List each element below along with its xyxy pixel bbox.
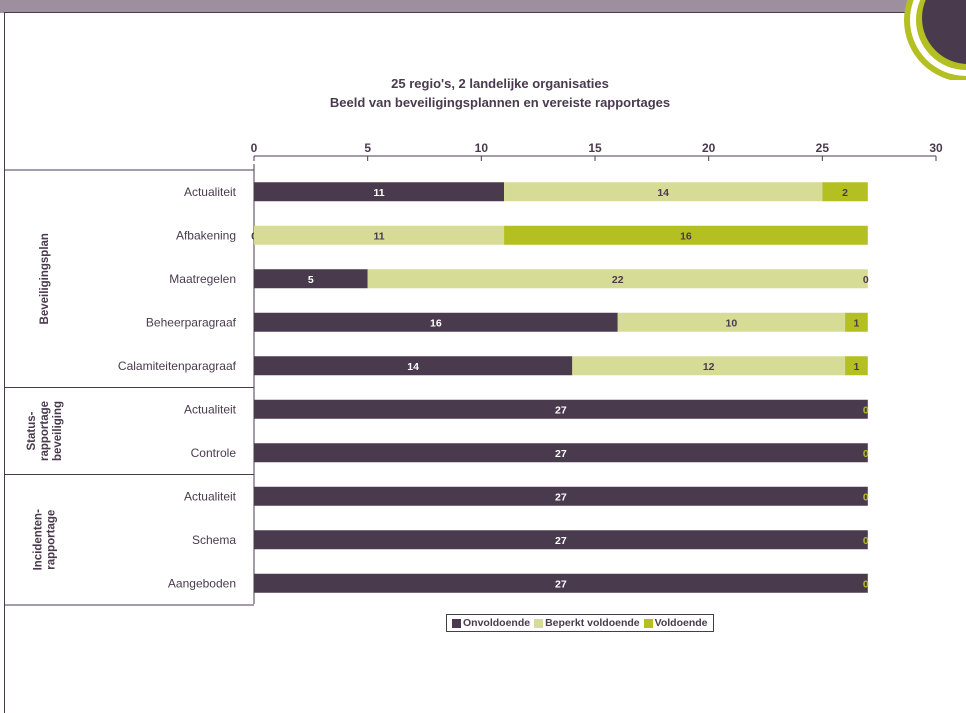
bar-segment-onvoldoende [254,356,573,376]
bar-segment-voldoende [845,356,868,376]
bar-segment-voldoende [822,182,868,202]
bar-segment-onvoldoende [254,443,868,463]
category-label: Beheerparagraaf [146,315,237,329]
x-tick-label: 30 [929,141,943,155]
data-label: 14 [407,361,419,373]
bar-segment-beperkt-voldoende [572,356,846,376]
legend-item-voldoende: Voldoende [643,617,708,629]
corner-logo-decoration [904,0,966,80]
group-label: Status-rapportagebeveiliging [26,401,64,461]
chart-title: 25 regio's, 2 landelijke organisaties [391,76,609,91]
x-tick-label: 20 [702,141,716,155]
x-tick-label: 0 [251,141,258,155]
legend-swatch [452,618,461,628]
bar-segment-onvoldoende [254,399,868,419]
group-label-line: rapportage [46,510,58,570]
x-tick-label: 15 [588,141,602,155]
category-label: Schema [192,533,236,547]
legend-swatch [643,618,653,628]
x-tick-label: 5 [364,141,371,155]
data-label: 0 [863,535,869,547]
data-label: 0 [863,491,869,503]
chart-subtitle: Beeld van beveiligingsplannen en vereist… [329,95,671,110]
bar-segment-onvoldoende [254,269,368,289]
data-label: 14 [657,187,669,199]
data-label: 2 [842,187,848,199]
group-label-line: Incidenten- [33,509,45,571]
data-label: 1 [854,361,860,373]
data-label: 27 [555,535,567,547]
group-label-line: rapportage [39,401,51,461]
category-label: Actualiteit [184,402,237,416]
category-label: Maatregelen [169,272,236,286]
group-label-line: Status- [26,411,38,450]
data-label: 11 [373,230,384,242]
legend-swatch [534,618,544,628]
data-label: 0 [863,448,869,460]
data-label: 11 [373,187,384,199]
bar-segment-voldoende [504,225,868,245]
data-label: 22 [612,274,624,286]
bar-segment-beperkt-voldoende [254,225,505,245]
data-label: 27 [555,491,567,503]
data-label: 0 [863,274,869,286]
bar-segment-beperkt-voldoende [617,312,846,332]
legend-item-onvoldoende: Onvoldoende [452,617,530,629]
bar-segment-onvoldoende [254,530,868,550]
bar-segment-voldoende [845,312,868,332]
legend-item-beperkt-voldoende: Beperkt voldoende [534,617,640,629]
group-label-line: Beveiligingsplan [39,233,51,324]
category-label: Afbakening [176,228,236,242]
x-tick-label: 10 [475,141,489,155]
data-label: 27 [555,578,567,590]
x-tick-label: 25 [816,141,830,155]
bar-segment-beperkt-voldoende [504,182,823,202]
data-label: 1 [854,317,860,329]
category-label: Controle [191,446,237,460]
group-label-line: beveiliging [52,401,64,461]
category-label: Actualiteit [184,489,237,503]
data-label: 27 [555,448,567,460]
bar-segment-onvoldoende [254,573,868,593]
bar-segment-onvoldoende [254,182,505,202]
group-label: Beveiligingsplan [39,233,51,324]
data-label: 27 [555,404,567,416]
data-label: 5 [308,274,314,286]
data-label: 0 [863,578,869,590]
data-label: 16 [680,230,692,242]
stacked-bar-chart: 0 5 10 15 20 25 30BeveiligingsplanStatus-rappo… [4,141,943,606]
chart-legend: Onvoldoende Beperkt voldoende Voldoende [446,614,714,632]
legend-label: Onvoldoende [463,617,531,629]
data-label: 0 [863,404,869,416]
category-label: Actualiteit [184,185,237,199]
group-label: Incidenten-rapportage [33,509,58,571]
legend-label: Beperkt voldoende [545,617,640,629]
category-label: Aangeboden [168,576,236,590]
bar-segment-beperkt-voldoende [367,269,868,289]
header-band [0,0,966,13]
bar-segment-onvoldoende [254,486,868,506]
category-label: Calamiteitenparagraaf [118,359,237,373]
bar-segment-onvoldoende [254,312,618,332]
data-label: 12 [703,361,715,373]
data-label: 10 [726,317,738,329]
data-label: 16 [430,317,442,329]
legend-label: Voldoende [654,617,708,629]
